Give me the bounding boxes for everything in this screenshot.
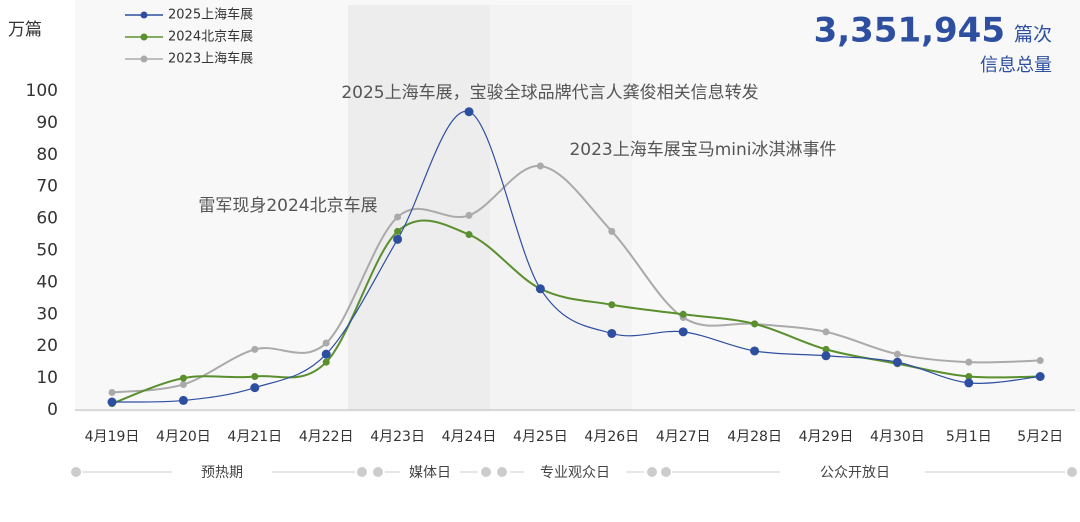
legend-label: 2025上海车展: [168, 7, 253, 23]
y-tick-label: 70: [36, 177, 58, 197]
point: [964, 378, 974, 388]
legend-label: 2023上海车展: [168, 51, 253, 67]
y-tick-label: 100: [26, 81, 58, 101]
phase-label: 专业观众日: [540, 465, 610, 481]
series-line: [111, 219, 1041, 405]
point: [321, 349, 331, 359]
total-value: 3,351,945: [814, 11, 1005, 51]
point: [322, 339, 330, 347]
total-label: 信息总量: [980, 55, 1052, 76]
y-tick-label: 40: [36, 272, 58, 292]
annotation: 2023上海车展宝马mini冰淇淋事件: [569, 140, 836, 160]
point: [965, 373, 973, 381]
point: [322, 358, 330, 366]
phase-dots: [71, 467, 1077, 477]
point: [464, 107, 474, 117]
point: [394, 227, 402, 235]
point: [965, 358, 973, 366]
point: [751, 320, 759, 328]
annotation: 雷军现身2024北京车展: [198, 196, 377, 216]
x-tick-label: 4月21日: [227, 429, 282, 445]
y-tick-label: 10: [36, 368, 58, 388]
point: [822, 345, 830, 353]
phase-label: 公众开放日: [820, 465, 890, 481]
y-tick-label: 50: [36, 241, 58, 261]
total-unit: 篇次: [1014, 24, 1052, 46]
point: [750, 346, 760, 356]
x-tick-label: 4月26日: [584, 429, 639, 445]
x-tick-label: 4月24日: [442, 429, 497, 445]
point: [250, 383, 260, 393]
y-tick-label: 0: [47, 400, 58, 420]
point: [535, 284, 545, 294]
point: [107, 397, 117, 407]
legend-marker: [140, 33, 148, 41]
y-axis-label: 万篇: [8, 20, 42, 40]
series-line: [111, 110, 1041, 403]
point: [108, 388, 116, 396]
x-tick-label: 4月23日: [370, 429, 425, 445]
x-tick-label: 5月2日: [1017, 429, 1063, 445]
point: [465, 211, 473, 219]
phase-label: 媒体日: [409, 465, 451, 481]
y-tick-label: 90: [36, 113, 58, 133]
point: [821, 351, 831, 361]
point: [393, 234, 403, 244]
x-tick-label: 4月28日: [727, 429, 782, 445]
point: [822, 328, 830, 336]
x-tick-label: 4月19日: [85, 429, 140, 445]
point: [679, 310, 687, 318]
x-tick-label: 4月22日: [299, 429, 354, 445]
point: [178, 395, 188, 405]
point: [608, 301, 616, 309]
point: [608, 227, 616, 235]
x-tick-label: 4月25日: [513, 429, 568, 445]
series-line: [111, 164, 1041, 394]
legend-marker: [140, 11, 148, 19]
y-tick-label: 60: [36, 209, 58, 229]
media-day-band: [348, 5, 490, 410]
point: [892, 357, 902, 367]
legend-marker: [140, 55, 148, 63]
pro-day-band: [490, 5, 632, 410]
legend-label: 2024北京车展: [168, 29, 253, 45]
point: [465, 231, 473, 239]
phase-label: 预热期: [201, 465, 243, 481]
point: [179, 374, 187, 382]
point: [251, 373, 259, 381]
x-tick-label: 5月1日: [946, 429, 992, 445]
point: [678, 327, 688, 337]
y-tick-label: 80: [36, 145, 58, 165]
point: [394, 213, 402, 221]
x-tick-label: 4月30日: [870, 429, 925, 445]
point: [179, 380, 187, 388]
annotation: 2025上海车展，宝骏全球品牌代言人龚俊相关信息转发: [341, 83, 758, 103]
x-tick-label: 4月29日: [799, 429, 854, 445]
y-tick-label: 20: [36, 336, 58, 356]
y-tick-label: 30: [36, 304, 58, 324]
point: [1035, 372, 1045, 382]
point: [893, 350, 901, 358]
x-tick-label: 4月20日: [156, 429, 211, 445]
point: [536, 162, 544, 170]
point: [251, 345, 259, 353]
x-tick-label: 4月27日: [656, 429, 711, 445]
point: [1036, 357, 1044, 365]
point: [607, 328, 617, 338]
